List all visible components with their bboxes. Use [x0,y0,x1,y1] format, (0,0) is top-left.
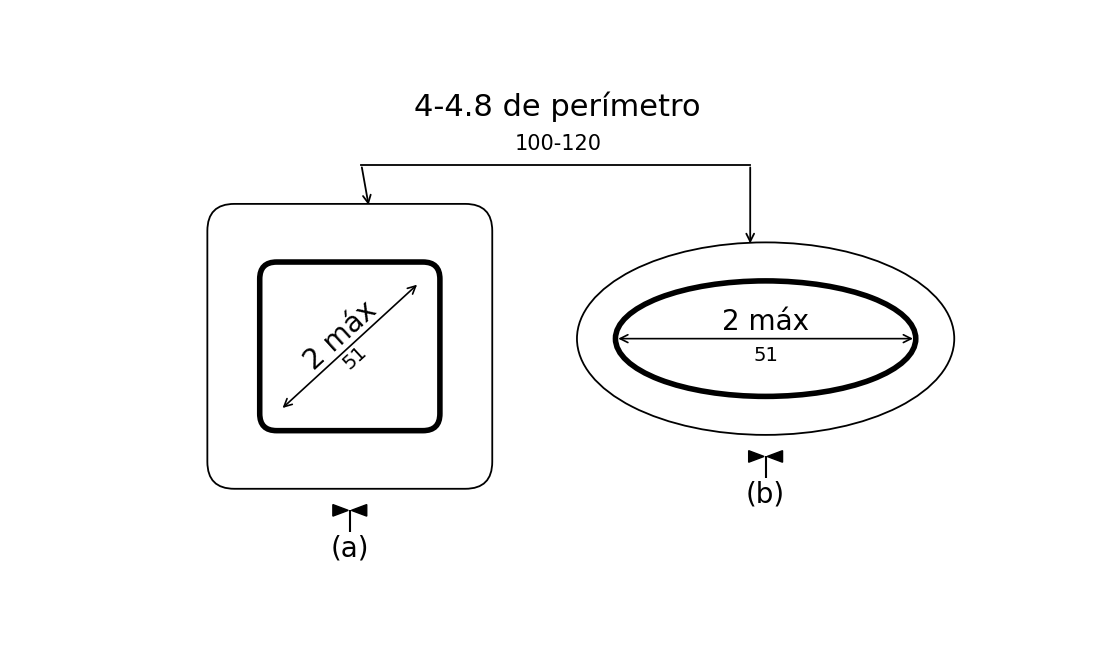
Polygon shape [333,505,348,516]
Text: (b): (b) [746,481,785,509]
Text: 2 máx: 2 máx [722,308,809,336]
Text: 2 máx: 2 máx [299,296,382,376]
Text: 100-120: 100-120 [514,134,601,154]
Polygon shape [352,505,367,516]
Text: (a): (a) [331,535,370,563]
Polygon shape [749,451,764,462]
Text: 51: 51 [338,342,371,373]
Polygon shape [767,451,782,462]
Text: 51: 51 [754,346,778,365]
Text: 4-4.8 de perímetro: 4-4.8 de perímetro [414,92,701,122]
